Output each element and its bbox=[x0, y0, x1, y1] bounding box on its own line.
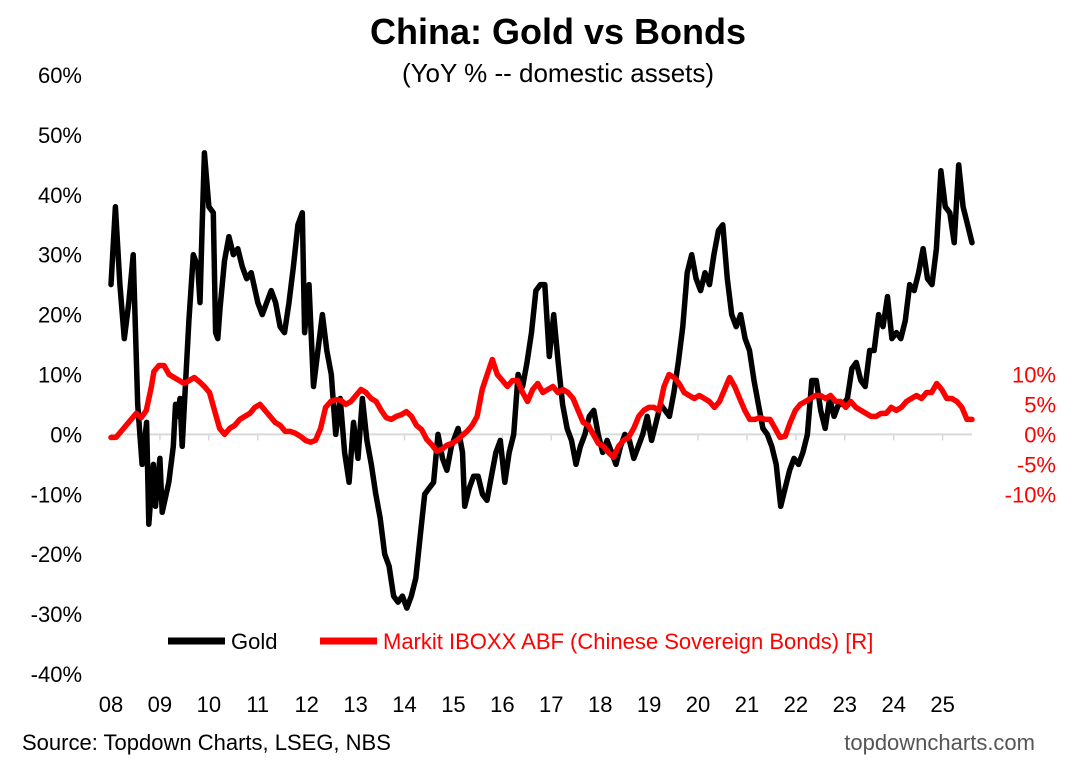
brand-watermark: topdowncharts.com bbox=[844, 730, 1035, 755]
x-tick-label: 17 bbox=[539, 692, 563, 717]
x-tick-label: 12 bbox=[294, 692, 318, 717]
left-tick-label: 40% bbox=[38, 183, 82, 208]
x-tick-label: 24 bbox=[881, 692, 905, 717]
x-tick-label: 21 bbox=[735, 692, 759, 717]
x-axis-ticks: 08 09 10 11 12 13 14 15 16 17 18 19 20 21 22 23 24 25 bbox=[99, 434, 955, 717]
x-tick-label: 13 bbox=[343, 692, 367, 717]
legend: Gold Markit IBOXX ABF (Chinese Sovereign… bbox=[168, 629, 873, 654]
left-tick-label: 50% bbox=[38, 123, 82, 148]
x-tick-label: 10 bbox=[197, 692, 221, 717]
series-layer bbox=[108, 150, 975, 611]
source-note: Source: Topdown Charts, LSEG, NBS bbox=[22, 730, 391, 755]
gold-series-line bbox=[108, 150, 975, 611]
x-tick-label: 22 bbox=[784, 692, 808, 717]
left-tick-label: 10% bbox=[38, 363, 82, 388]
left-axis-ticks: 60% 50% 40% 30% 20% 10% 0% -10% -20% -30% -40% bbox=[31, 63, 82, 687]
x-tick-label: 19 bbox=[637, 692, 661, 717]
right-tick-label: -5% bbox=[1017, 452, 1056, 477]
left-tick-label: -20% bbox=[31, 542, 82, 567]
right-tick-label: 0% bbox=[1024, 422, 1056, 447]
chart-title: China: Gold vs Bonds bbox=[370, 11, 746, 52]
x-tick-label: 20 bbox=[686, 692, 710, 717]
legend-bonds-label: Markit IBOXX ABF (Chinese Sovereign Bond… bbox=[383, 629, 873, 654]
left-tick-label: 60% bbox=[38, 63, 82, 88]
left-tick-label: -10% bbox=[31, 482, 82, 507]
left-tick-label: 20% bbox=[38, 303, 82, 328]
bonds-series-line bbox=[108, 356, 975, 460]
x-tick-label: 09 bbox=[148, 692, 172, 717]
x-tick-label: 25 bbox=[930, 692, 954, 717]
left-tick-label: 30% bbox=[38, 243, 82, 268]
x-tick-label: 08 bbox=[99, 692, 123, 717]
x-tick-label: 11 bbox=[246, 692, 269, 717]
right-tick-label: 10% bbox=[1012, 363, 1056, 388]
right-tick-label: -10% bbox=[1005, 482, 1056, 507]
left-tick-label: -40% bbox=[31, 662, 82, 687]
x-tick-label: 23 bbox=[833, 692, 857, 717]
x-tick-label: 18 bbox=[588, 692, 612, 717]
left-tick-label: -30% bbox=[31, 602, 82, 627]
right-tick-label: 5% bbox=[1024, 392, 1056, 417]
x-tick-label: 16 bbox=[490, 692, 514, 717]
right-axis-ticks: 10% 5% 0% -5% -10% bbox=[1005, 363, 1056, 508]
legend-gold-label: Gold bbox=[231, 629, 277, 654]
left-tick-label: 0% bbox=[50, 422, 82, 447]
x-tick-label: 15 bbox=[441, 692, 465, 717]
x-tick-label: 14 bbox=[392, 692, 416, 717]
chart-subtitle: (YoY % -- domestic assets) bbox=[402, 58, 714, 88]
